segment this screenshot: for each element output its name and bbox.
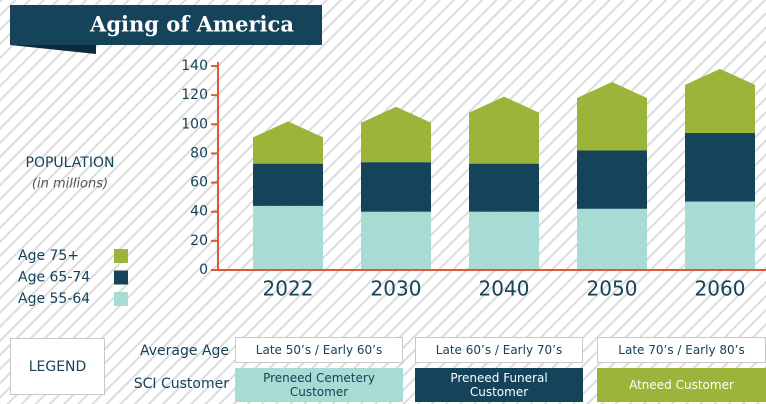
bar-segment bbox=[469, 211, 539, 270]
bar-segment bbox=[253, 205, 323, 270]
legend-label: Age 65-74 bbox=[18, 270, 90, 286]
bar-segment bbox=[685, 201, 755, 270]
age-cell: Late 60’s / Early 70’s bbox=[415, 337, 583, 363]
x-tick-label: 2022 bbox=[263, 277, 314, 301]
legend-label: Age 55-64 bbox=[18, 291, 90, 307]
title-banner bbox=[10, 5, 322, 45]
age-cell: Late 50’s / Early 60’s bbox=[235, 337, 403, 363]
y-tick-label: 120 bbox=[181, 87, 208, 103]
bar-segment bbox=[253, 121, 323, 164]
y-tick-label: 80 bbox=[190, 145, 208, 161]
customer-cell: Atneed Customer bbox=[597, 368, 766, 402]
y-tick-label: 40 bbox=[190, 204, 208, 220]
bar-segment bbox=[577, 150, 647, 209]
bar-segment bbox=[577, 82, 647, 151]
bar-segment bbox=[469, 96, 539, 164]
y-sublabel: (in millions) bbox=[32, 177, 108, 192]
y-tick-label: 20 bbox=[190, 233, 208, 249]
x-tick-label: 2040 bbox=[479, 277, 530, 301]
legend-label: Age 75+ bbox=[18, 248, 79, 264]
legend-swatch bbox=[114, 270, 128, 285]
y-tick-label: 60 bbox=[190, 175, 208, 191]
row-label: Average Age bbox=[139, 343, 229, 359]
bar-segment bbox=[253, 163, 323, 206]
y-tick-label: 0 bbox=[199, 262, 208, 278]
y-tick-label: 140 bbox=[181, 58, 208, 74]
bar-segment bbox=[361, 106, 431, 163]
legend-swatch bbox=[114, 292, 128, 306]
bar-segment bbox=[361, 162, 431, 212]
x-tick-label: 2060 bbox=[695, 277, 746, 301]
y-tick-label: 100 bbox=[181, 116, 208, 132]
y-label: POPULATION bbox=[26, 155, 115, 171]
bar-segment bbox=[469, 163, 539, 212]
x-tick-label: 2030 bbox=[371, 277, 422, 301]
age-cell: Late 70’s / Early 80’s bbox=[597, 337, 766, 363]
banner-fold bbox=[10, 45, 96, 54]
bar-segment bbox=[685, 68, 755, 134]
x-tick-label: 2050 bbox=[587, 277, 638, 301]
bar-segment bbox=[685, 133, 755, 202]
customer-cell: Preneed Funeral Customer bbox=[415, 368, 583, 402]
customer-cell: Preneed Cemetery Customer bbox=[235, 368, 403, 402]
bar-segment bbox=[577, 208, 647, 270]
bar-segment bbox=[361, 211, 431, 270]
legend-swatch bbox=[114, 249, 128, 263]
row-label: SCI Customer bbox=[133, 376, 229, 392]
legend-title: LEGEND bbox=[10, 338, 105, 395]
chart-title: Aging of America bbox=[89, 12, 294, 37]
